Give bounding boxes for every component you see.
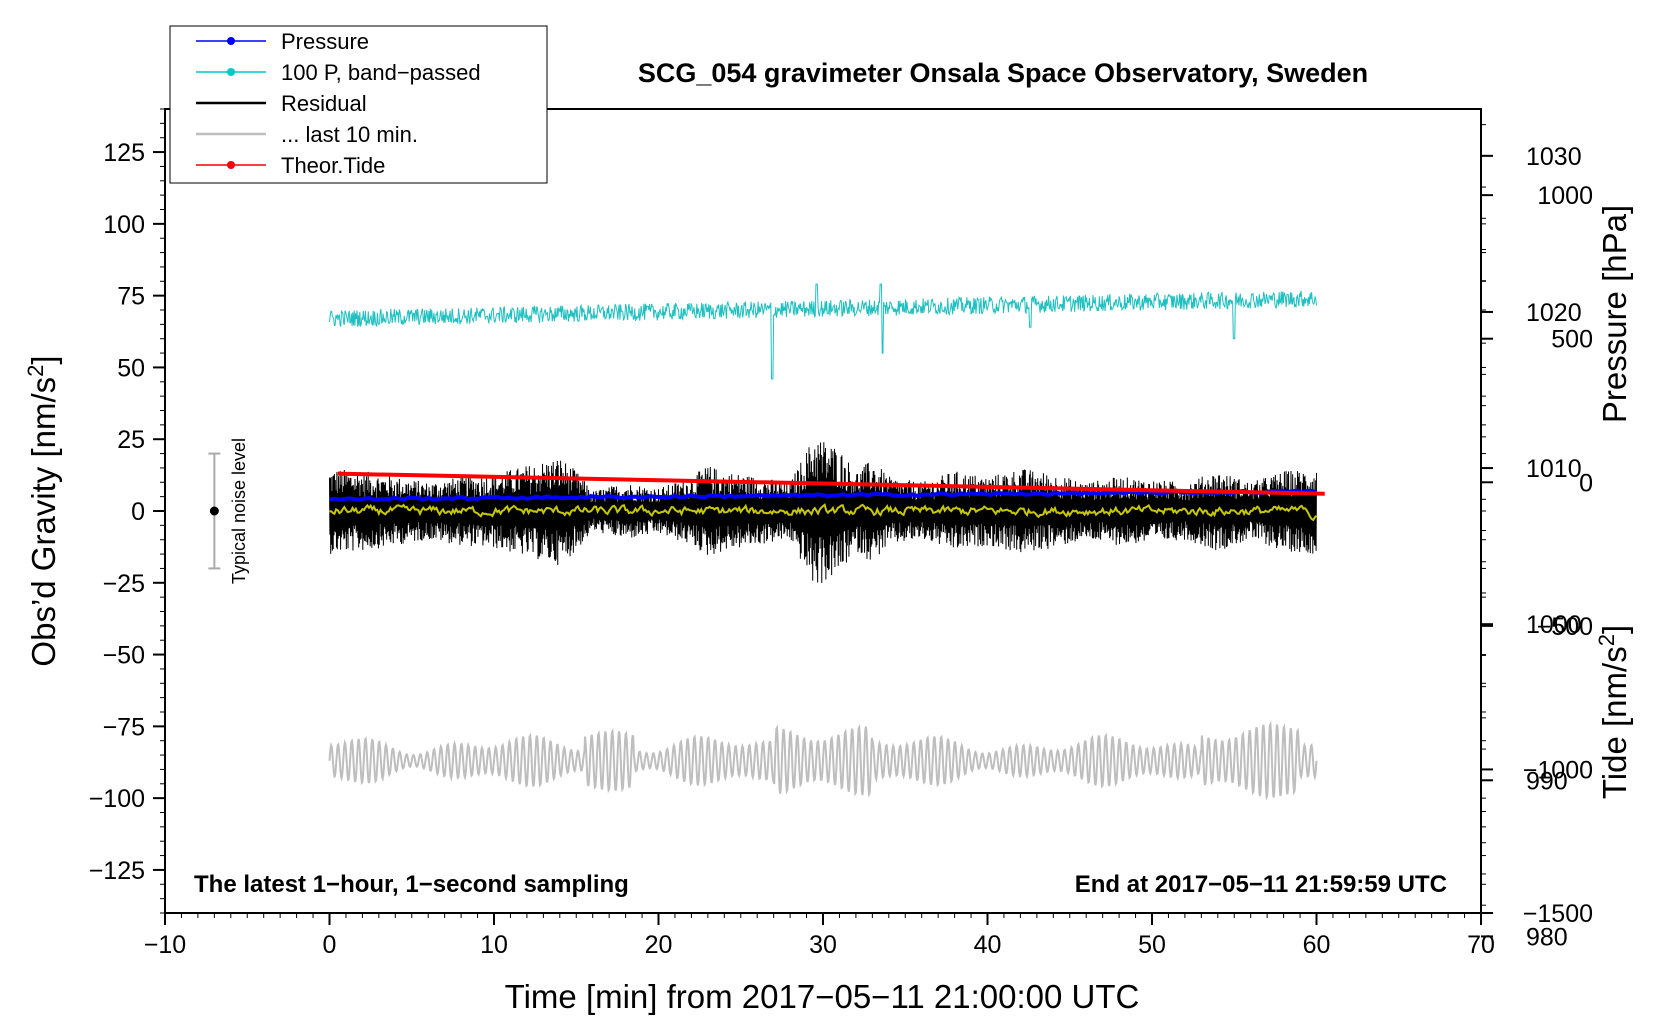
x-tick-label: 40 [974, 931, 1002, 959]
y-axis-left-label-sup: 2 [23, 365, 48, 377]
x-tick-label: 50 [1138, 931, 1166, 959]
y-tick-label: −75 [103, 713, 145, 741]
y-tick-label: 50 [117, 354, 145, 382]
tide-axis-label: Tide [nm/s2] [1594, 625, 1634, 799]
pressure-tick-label: 1000 [1526, 611, 1582, 639]
y-tick-label: −100 [89, 785, 145, 813]
y-tick-label: 125 [103, 139, 145, 167]
y-axis-left-label: Obs’d Gravity [nm/s2] [23, 355, 63, 666]
x-tick-label: 20 [645, 931, 673, 959]
annotation-right: End at 2017−05−11 21:59:59 UTC [1075, 871, 1447, 898]
tide-tick-label: 500 [1551, 326, 1593, 354]
y-tick-label: 75 [117, 283, 145, 311]
pressure-tick-label: 1020 [1526, 299, 1582, 327]
legend-marker [227, 161, 235, 169]
y-tick-label: −50 [103, 642, 145, 670]
legend: Pressure 100 P, band−passed Residual ... la… [169, 25, 548, 184]
pressure-tick-label: 980 [1526, 923, 1568, 951]
pressure-axis-label: Pressure [hPa] [1596, 205, 1633, 423]
noise-center-dot [209, 506, 219, 516]
legend-label: ... last 10 min. [281, 122, 418, 147]
annotation-left: The latest 1−hour, 1−second sampling [194, 871, 629, 898]
legend-label: Residual [281, 91, 367, 116]
residual-smoothed-series [329, 503, 1318, 522]
x-tick-label: 30 [809, 931, 837, 959]
chart-title: SCG_054 gravimeter Onsala Space Observat… [638, 58, 1368, 88]
pressure-tick-label: 1010 [1526, 455, 1582, 483]
x-axis: −10 0 10 20 30 40 50 60 70 [144, 913, 1495, 959]
y-tick-label: −25 [103, 570, 145, 598]
tide-axis-label-text: Tide [nm/s [1596, 646, 1633, 799]
noise-indicator [208, 452, 221, 570]
legend-marker [227, 68, 235, 76]
pressure-series [329, 488, 1318, 502]
y-tick-label: −125 [89, 857, 145, 885]
bandpassed-pressure-series [329, 283, 1317, 380]
x-tick-label: 70 [1467, 931, 1495, 959]
legend-label: Theor.Tide [281, 153, 385, 178]
y-axis-tide: 1000 500 0 −500 −1000 −1500 [1481, 182, 1593, 928]
pressure-tick-label: 990 [1526, 767, 1568, 795]
tide-tick-label: −500 [1537, 613, 1593, 641]
last-10-min-series [328, 720, 1318, 801]
series-layer [328, 283, 1325, 801]
y-tick-label: 100 [103, 211, 145, 239]
y-axis-left-label-close: ] [25, 355, 62, 364]
y-axis-left: 125 100 75 50 25 0 −25 −50 −75 −100 −125 [89, 108, 165, 914]
x-tick-label: 10 [480, 931, 508, 959]
tide-tick-label: 1000 [1537, 182, 1593, 210]
x-tick-label: 60 [1303, 931, 1331, 959]
legend-marker [227, 37, 235, 45]
legend-box [169, 25, 548, 184]
tide-axis-label-close: ] [1596, 625, 1633, 634]
legend-label: Pressure [281, 29, 369, 54]
tide-tick-label: −1000 [1523, 756, 1593, 784]
tide-tick-label: −1500 [1523, 900, 1593, 928]
y-tick-label: 0 [131, 498, 145, 526]
y-axis-pressure: 1030 1020 1010 1000 990 980 [1481, 124, 1582, 951]
pressure-tick-label: 1030 [1526, 143, 1582, 171]
x-tick-label: −10 [144, 931, 186, 959]
legend-label: 100 P, band−passed [281, 60, 481, 85]
y-tick-label: 25 [117, 426, 145, 454]
tide-series [337, 471, 1325, 496]
tide-axis-label-sup: 2 [1594, 634, 1619, 646]
x-tick-label: 0 [323, 931, 337, 959]
y-axis-left-label-text: Obs’d Gravity [nm/s [25, 377, 62, 667]
tide-tick-label: 0 [1579, 469, 1593, 497]
x-axis-label: Time [min] from 2017−05−11 21:00:00 UTC [505, 978, 1140, 1015]
noise-label: Typical noise level [229, 438, 249, 584]
